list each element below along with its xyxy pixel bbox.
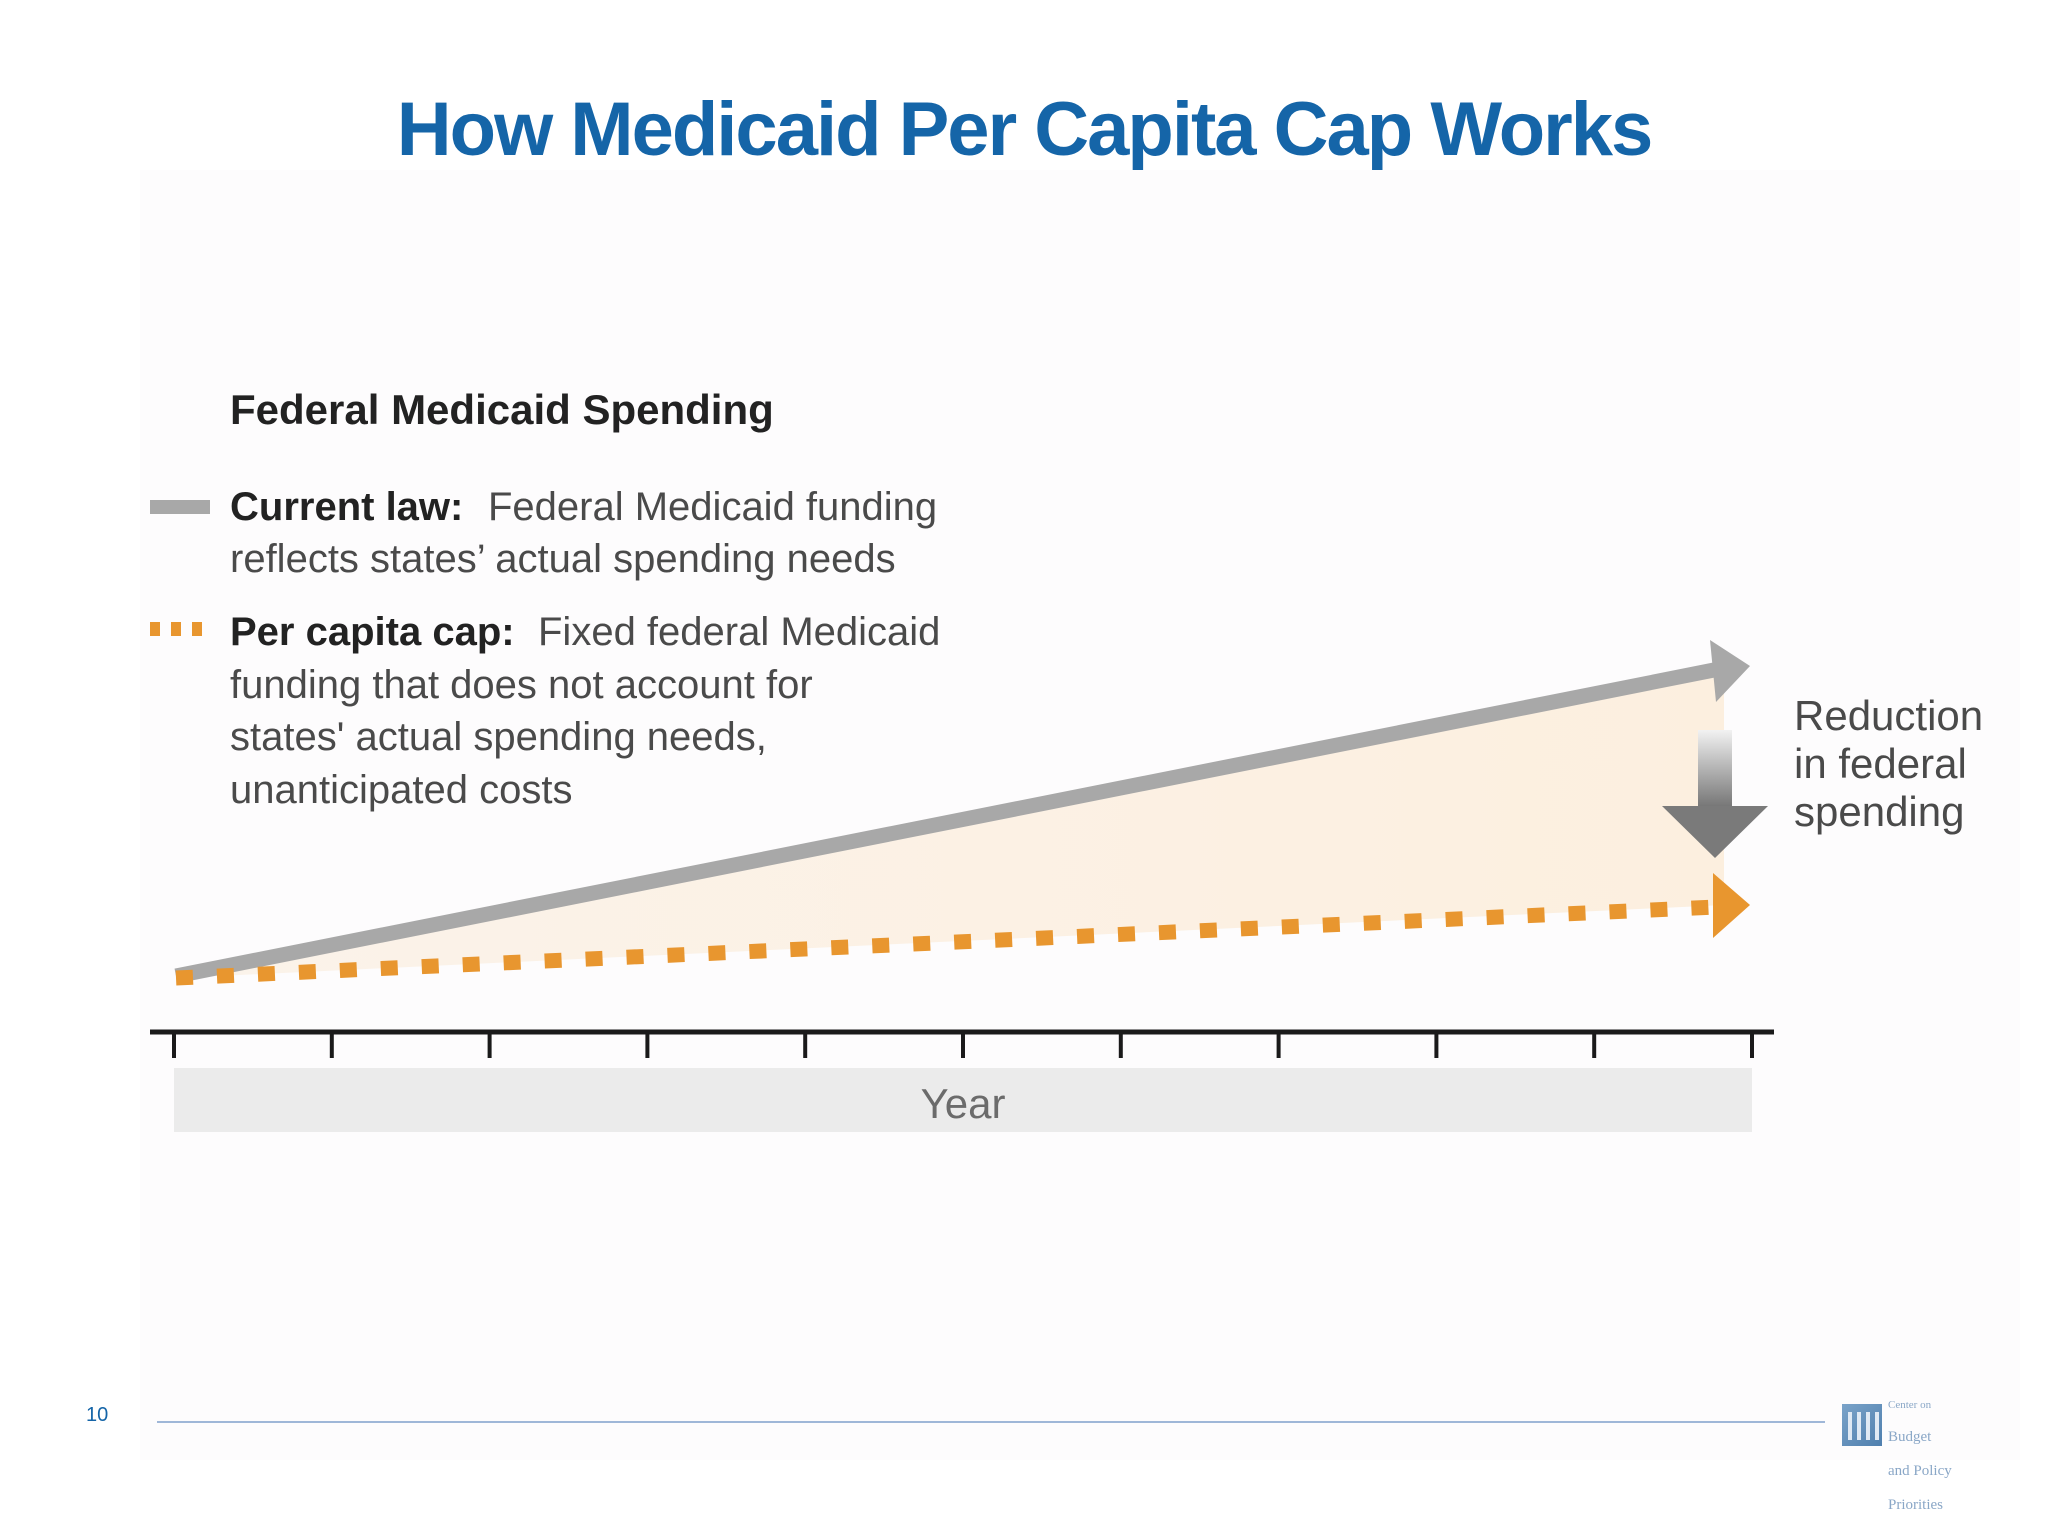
reduction-annotation: Reduction in federal spending xyxy=(1794,692,1995,835)
legend-text-per-capita-cap-3: states' actual spending needs, xyxy=(230,715,767,759)
annotation-line-1: Reduction xyxy=(1794,692,1983,739)
annotation-line-3: spending xyxy=(1794,788,1964,835)
svg-text:Current law: Federal M: Current law: Federal Medicaid funding re… xyxy=(230,485,948,581)
logo-line-2: Budget xyxy=(1888,1429,1952,1446)
svg-text:Per capita cap: Fixed: Per capita cap: Fixed federal Medicaid f… xyxy=(230,610,952,812)
page-number: 10 xyxy=(86,1404,108,1427)
legend-text-current-law-1: Federal Medicaid funding xyxy=(488,485,937,529)
logo-line-3: and Policy xyxy=(1888,1463,1952,1480)
legend-text-per-capita-cap-2: funding that does not account for xyxy=(230,663,813,707)
legend-item-per-capita-cap: Per capita cap: Fixed federal Medicaid f… xyxy=(150,610,952,812)
logo-line-4: Priorities xyxy=(1888,1497,1952,1514)
cbpp-logo: Center on Budget and Policy Priorities xyxy=(1842,1382,1982,1462)
diagram-panel: Reduction in federal spending Federal Me… xyxy=(140,170,2020,1460)
logo-line-1: Center on xyxy=(1888,1399,1952,1412)
legend-item-current-law: Current law: Federal Medicaid funding re… xyxy=(150,485,948,581)
x-axis-ticks xyxy=(174,1032,1752,1058)
footer-divider xyxy=(157,1421,1825,1423)
x-axis-label: Year xyxy=(921,1080,1006,1127)
annotation-line-2: in federal xyxy=(1794,740,1967,787)
slide-title: How Medicaid Per Capita Cap Works xyxy=(0,86,2048,173)
legend-key-per-capita-cap: Per capita cap: xyxy=(230,610,515,654)
cbpp-logo-icon xyxy=(1842,1404,1882,1446)
legend-text-current-law-2: reflects states’ actual spending needs xyxy=(230,537,896,581)
legend-text-per-capita-cap-4: unanticipated costs xyxy=(230,768,572,812)
legend-text-per-capita-cap-1: Fixed federal Medicaid xyxy=(538,610,940,654)
per-capita-cap-arrowhead xyxy=(1713,873,1750,938)
per-capita-cap-diagram: Reduction in federal spending Federal Me… xyxy=(140,170,2020,1460)
legend-key-current-law: Current law: xyxy=(230,485,463,529)
current-law-arrowhead xyxy=(1710,640,1750,702)
cbpp-logo-text: Center on Budget and Policy Priorities xyxy=(1888,1382,1952,1531)
diagram-heading: Federal Medicaid Spending xyxy=(230,386,774,433)
